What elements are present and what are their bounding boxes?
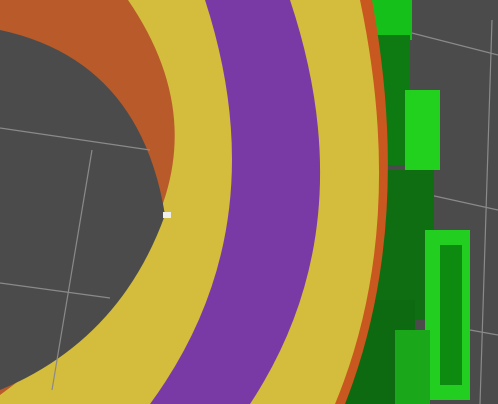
- support: [440, 245, 462, 385]
- grid-line: [51, 149, 93, 391]
- grid-line: [0, 127, 151, 151]
- support: [395, 330, 430, 404]
- grid-line: [479, 19, 493, 404]
- support: [405, 90, 440, 170]
- grid-line: [399, 29, 498, 56]
- grid-line: [0, 282, 111, 299]
- grid-line: [469, 329, 498, 336]
- seam-marker: [163, 212, 171, 218]
